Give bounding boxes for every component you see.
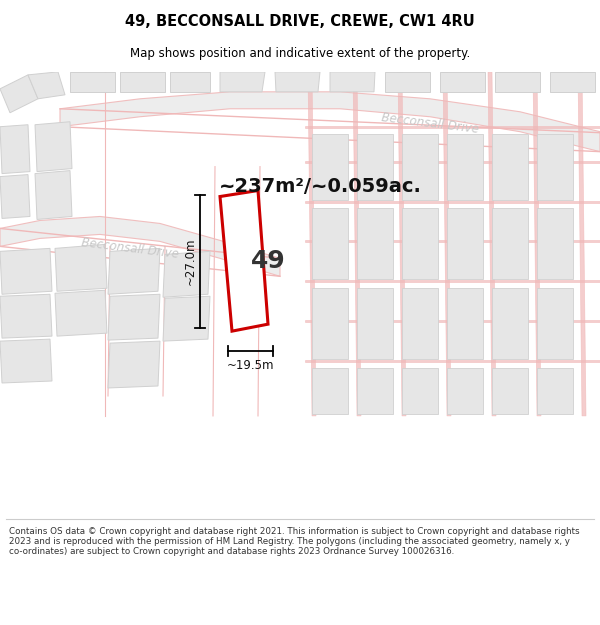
Polygon shape	[305, 280, 600, 282]
Polygon shape	[275, 72, 320, 92]
Polygon shape	[537, 368, 573, 414]
Polygon shape	[28, 72, 65, 99]
Polygon shape	[108, 294, 160, 340]
Polygon shape	[0, 294, 52, 338]
Polygon shape	[398, 72, 406, 416]
Polygon shape	[220, 191, 268, 331]
Polygon shape	[220, 72, 265, 92]
Polygon shape	[163, 251, 210, 298]
Text: Map shows position and indicative extent of the property.: Map shows position and indicative extent…	[130, 48, 470, 61]
Polygon shape	[353, 72, 361, 416]
Polygon shape	[305, 201, 600, 202]
Polygon shape	[305, 241, 600, 242]
Polygon shape	[447, 134, 483, 199]
Polygon shape	[330, 72, 375, 92]
Polygon shape	[357, 134, 393, 199]
Polygon shape	[488, 72, 496, 416]
Polygon shape	[108, 341, 160, 388]
Polygon shape	[495, 72, 540, 92]
Polygon shape	[60, 92, 600, 152]
Polygon shape	[312, 134, 348, 199]
Polygon shape	[305, 126, 600, 128]
Polygon shape	[0, 248, 52, 294]
Polygon shape	[550, 72, 595, 92]
Polygon shape	[492, 368, 528, 414]
Polygon shape	[385, 72, 430, 92]
Polygon shape	[357, 288, 393, 359]
Polygon shape	[70, 72, 115, 92]
Polygon shape	[402, 368, 438, 414]
Polygon shape	[440, 72, 485, 92]
Polygon shape	[402, 288, 438, 359]
Polygon shape	[492, 288, 528, 359]
Polygon shape	[357, 209, 393, 279]
Polygon shape	[308, 72, 316, 416]
Polygon shape	[533, 72, 541, 416]
Polygon shape	[120, 72, 165, 92]
Polygon shape	[492, 209, 528, 279]
Polygon shape	[537, 134, 573, 199]
Polygon shape	[305, 320, 600, 322]
Text: Becconsall Drive: Becconsall Drive	[80, 236, 179, 261]
Text: 49, BECCONSALL DRIVE, CREWE, CW1 4RU: 49, BECCONSALL DRIVE, CREWE, CW1 4RU	[125, 14, 475, 29]
Polygon shape	[35, 122, 72, 172]
Polygon shape	[55, 244, 107, 291]
Polygon shape	[312, 209, 348, 279]
Polygon shape	[537, 288, 573, 359]
Polygon shape	[163, 296, 210, 341]
Polygon shape	[170, 72, 210, 92]
Polygon shape	[578, 72, 586, 416]
Polygon shape	[402, 209, 438, 279]
Text: ~19.5m: ~19.5m	[227, 359, 274, 371]
Polygon shape	[447, 209, 483, 279]
Polygon shape	[447, 288, 483, 359]
Polygon shape	[312, 368, 348, 414]
Polygon shape	[0, 125, 30, 174]
Polygon shape	[0, 339, 52, 383]
Polygon shape	[312, 288, 348, 359]
Polygon shape	[357, 368, 393, 414]
Text: Contains OS data © Crown copyright and database right 2021. This information is : Contains OS data © Crown copyright and d…	[9, 526, 580, 556]
Text: ~27.0m: ~27.0m	[184, 238, 197, 285]
Polygon shape	[0, 75, 38, 112]
Polygon shape	[0, 174, 30, 219]
Polygon shape	[35, 171, 72, 219]
Polygon shape	[108, 248, 160, 294]
Polygon shape	[447, 368, 483, 414]
Polygon shape	[402, 134, 438, 199]
Text: 49: 49	[251, 249, 286, 273]
Text: ~237m²/~0.059ac.: ~237m²/~0.059ac.	[218, 177, 421, 196]
Polygon shape	[443, 72, 451, 416]
Polygon shape	[0, 216, 280, 276]
Text: Becconsall Drive: Becconsall Drive	[380, 111, 479, 136]
Polygon shape	[305, 360, 600, 362]
Polygon shape	[492, 134, 528, 199]
Polygon shape	[537, 209, 573, 279]
Polygon shape	[305, 161, 600, 162]
Polygon shape	[55, 290, 107, 336]
